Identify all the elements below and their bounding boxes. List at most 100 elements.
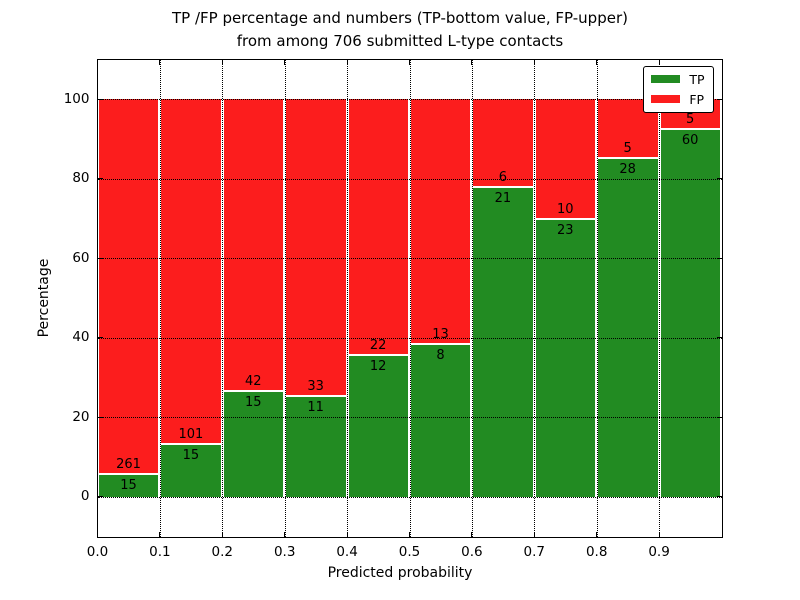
y-tick-mark [97, 98, 103, 100]
x-tick-mark [159, 59, 161, 65]
bar-tp-segment [223, 392, 284, 497]
bar-tp-segment [99, 475, 159, 497]
y-axis-label: Percentage [36, 258, 52, 338]
x-tick-mark [284, 59, 286, 65]
x-tick-mark [97, 531, 98, 537]
bar-tp-segment [535, 219, 596, 497]
x-tick-mark [658, 531, 660, 537]
x-tick-mark [409, 59, 410, 65]
x-tick-mark [409, 531, 410, 537]
tp-count-label: 11 [307, 400, 324, 416]
tp-count-label: 15 [245, 395, 262, 411]
y-tick-mark [716, 416, 722, 418]
x-tick-label: 0.8 [585, 543, 608, 560]
bar-tp-segment [348, 356, 408, 497]
tp-swatch-icon [651, 75, 681, 83]
bar-fp-segment [99, 99, 159, 476]
fp-count-label: 10 [557, 201, 574, 217]
fp-count-label: 13 [432, 327, 449, 343]
x-gridline [347, 59, 349, 537]
bar-tp-segment [161, 445, 221, 497]
x-tick-label: 0.7 [523, 543, 546, 560]
x-gridline [409, 59, 411, 537]
bar-fp-segment [473, 99, 533, 188]
tp-count-label: 15 [182, 448, 200, 464]
fp-count-label: 261 [116, 457, 141, 473]
fp-count-label: 42 [245, 374, 262, 390]
x-tick-label: 0.9 [648, 543, 670, 560]
fp-count-label: 22 [369, 338, 387, 354]
x-tick-mark [471, 59, 473, 65]
x-tick-mark [221, 59, 223, 65]
legend-entry-tp: TP [651, 71, 705, 87]
y-tick-label: 100 [63, 90, 90, 107]
y-tick-mark [97, 178, 103, 180]
x-tick-mark [471, 531, 473, 537]
legend-label-fp: FP [689, 91, 705, 107]
x-tick-mark [159, 531, 161, 537]
x-gridline [596, 59, 598, 537]
x-gridline [222, 59, 224, 537]
tp-count-label: 8 [436, 348, 445, 364]
fp-count-label: 5 [685, 111, 695, 127]
y-tick-mark [97, 337, 103, 339]
chart-title-line1: TP /FP percentage and numbers (TP-bottom… [172, 9, 628, 27]
y-tick-label: 20 [72, 408, 90, 425]
bar-fp-segment [161, 99, 221, 446]
x-tick-label: 0.2 [211, 543, 234, 560]
y-tick-mark [716, 337, 722, 339]
x-tick-mark [596, 531, 598, 537]
bar-tp-segment [660, 129, 720, 497]
bar-tp-segment [286, 397, 346, 497]
x-tick-label: 0.1 [149, 543, 171, 560]
x-tick-mark [533, 59, 535, 65]
y-tick-label: 80 [72, 170, 90, 187]
x-gridline [471, 59, 473, 537]
y-tick-mark [716, 98, 722, 100]
x-tick-label: 0.5 [398, 543, 421, 560]
tp-count-label: 23 [557, 222, 574, 238]
bar-tp-segment [598, 159, 658, 497]
y-tick-mark [97, 416, 103, 418]
y-tick-mark [97, 496, 103, 498]
fp-count-label: 6 [498, 169, 508, 185]
legend: TP FP [643, 65, 714, 113]
x-axis-label: Predicted probability [327, 565, 473, 581]
x-tick-label: 0.6 [461, 543, 483, 560]
x-tick-label: 0.3 [273, 543, 296, 560]
y-tick-label: 40 [72, 329, 90, 346]
tp-count-label: 12 [369, 359, 387, 375]
x-gridline [284, 59, 286, 537]
tp-count-label: 21 [494, 190, 512, 206]
bar-fp-segment [223, 99, 284, 393]
x-tick-mark [284, 531, 286, 537]
fp-count-label: 101 [178, 427, 204, 443]
chart-title: TP /FP percentage and numbers (TP-bottom… [0, 7, 800, 53]
x-gridline [659, 59, 661, 537]
bar-fp-segment [348, 99, 408, 357]
plot-area: TP FP 0 20 40 60 80 100 0.0 0.1 0.2 0.3 0.4 0.5 0.6 0… [64, 58, 723, 560]
x-tick-mark [221, 531, 223, 537]
y-tick-label: 0 [80, 488, 90, 505]
bar-tp-segment [411, 345, 471, 497]
x-gridline [159, 59, 161, 537]
x-tick-mark [533, 531, 535, 537]
x-tick-mark [658, 59, 660, 65]
x-tick-label: 0.0 [86, 543, 109, 560]
bar-fp-segment [286, 99, 346, 398]
x-tick-mark [346, 531, 348, 537]
y-tick-label: 60 [72, 249, 90, 266]
bar-tp-segment [473, 187, 533, 497]
x-tick-mark [97, 59, 98, 65]
bar-fp-segment [535, 99, 596, 220]
tp-count-label: 60 [681, 132, 699, 148]
y-tick-mark [716, 178, 722, 180]
x-tick-mark [596, 59, 598, 65]
fp-swatch-icon [651, 95, 681, 103]
tp-count-label: 28 [619, 162, 636, 178]
fp-count-label: 5 [623, 141, 632, 157]
legend-label-tp: TP [689, 71, 705, 87]
x-tick-mark [346, 59, 348, 65]
x-tick-label: 0.4 [336, 543, 358, 560]
